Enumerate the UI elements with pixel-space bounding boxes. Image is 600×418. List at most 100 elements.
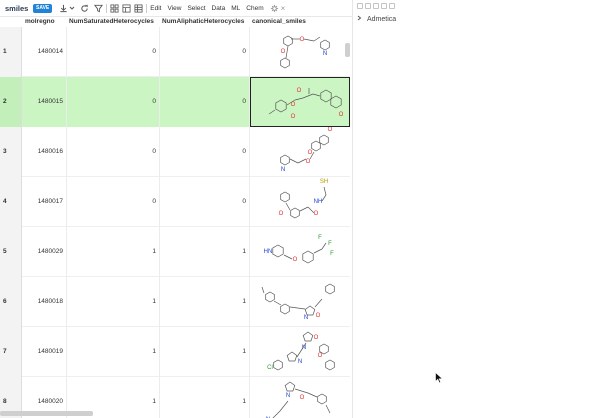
molecule-structure-image: O O NH SH (279, 179, 328, 219)
grid-header: molregno NumSaturatedHeterocycles NumAli… (0, 17, 345, 27)
toolbar-divider (106, 3, 108, 13)
svg-text:SH: SH (320, 179, 328, 185)
table-row[interactable]: 2 1480015 0 0 O O O O (0, 77, 350, 127)
cell-molregno[interactable]: 1480014 (22, 27, 67, 77)
back-icon[interactable] (357, 3, 363, 9)
table-row[interactable]: 8148002011NONO (0, 377, 350, 418)
cell-molregno[interactable]: 1480029 (22, 227, 67, 277)
chevron-right-icon[interactable] (357, 15, 362, 23)
cell-molregno[interactable]: 1480017 (22, 177, 67, 227)
menu-ml[interactable]: ML (231, 4, 241, 12)
cell-molregno[interactable]: 1480020 (22, 377, 67, 418)
vertical-scrollbar[interactable] (345, 43, 350, 57)
forward-icon[interactable] (365, 3, 371, 9)
cell-num-aliphatic-heterocycles[interactable]: 0 (160, 77, 250, 127)
mouse-cursor-icon (435, 372, 443, 384)
row-number[interactable]: 4 (0, 177, 22, 227)
row-number[interactable]: 7 (0, 327, 22, 377)
column-header-saturated-heterocycles[interactable]: NumSaturatedHeterocycles (69, 18, 154, 25)
save-button[interactable]: SAVE (33, 3, 53, 13)
svg-text:F: F (328, 241, 332, 247)
svg-text:O: O (279, 211, 284, 217)
cell-molregno[interactable]: 1480019 (22, 327, 67, 377)
svg-text:O: O (297, 88, 302, 94)
cell-num-aliphatic-heterocycles[interactable]: 1 (160, 327, 250, 377)
filter-icon[interactable] (94, 2, 104, 14)
cell-num-saturated-heterocycles[interactable]: 0 (67, 77, 160, 127)
cell-num-saturated-heterocycles[interactable]: 1 (67, 277, 160, 327)
copy-icon[interactable] (373, 3, 379, 9)
cell-canonical-smiles[interactable]: Cl N N O O (250, 327, 350, 377)
row-number[interactable]: 6 (0, 277, 22, 327)
cell-canonical-smiles[interactable]: O O NH SH (250, 177, 350, 227)
svg-text:O: O (314, 211, 319, 217)
table-title: smiles (5, 3, 29, 13)
cell-num-saturated-heterocycles[interactable]: 0 (67, 177, 160, 227)
cell-canonical-smiles[interactable]: O N O (250, 27, 350, 77)
cell-molregno[interactable]: 1480018 (22, 277, 67, 327)
molecule-structure-image: NONO (266, 381, 331, 418)
svg-text:N: N (298, 359, 302, 365)
table-row[interactable]: 4 1480017 0 0 O O NH SH (0, 177, 350, 227)
row-number[interactable]: 1 (0, 27, 22, 77)
cell-num-saturated-heterocycles[interactable]: 0 (67, 27, 160, 77)
cell-num-aliphatic-heterocycles[interactable]: 1 (160, 277, 250, 327)
menu-view[interactable]: View (167, 4, 182, 12)
cell-canonical-smiles[interactable]: NONO (250, 377, 350, 418)
cell-num-saturated-heterocycles[interactable]: 1 (67, 227, 160, 277)
cell-molregno[interactable]: 1480015 (22, 77, 67, 127)
grid-icon[interactable] (110, 2, 119, 14)
tree-item-admetica[interactable]: Admetica (357, 15, 396, 23)
row-number[interactable]: 8 (0, 377, 22, 418)
cell-num-aliphatic-heterocycles[interactable]: 1 (160, 377, 250, 418)
molecule-structure-image: Cl N N O O (267, 331, 335, 371)
download-icon[interactable] (59, 2, 68, 14)
column-header-canonical-smiles[interactable]: canonical_smiles (252, 18, 306, 25)
pin-icon[interactable] (381, 3, 387, 9)
table-row[interactable]: 1 1480014 0 0 O N O (0, 27, 350, 77)
table-icon[interactable] (134, 2, 143, 14)
cell-num-aliphatic-heterocycles[interactable]: 0 (160, 127, 250, 177)
layout-icon[interactable] (122, 2, 131, 14)
svg-text:O: O (293, 257, 298, 263)
cell-num-aliphatic-heterocycles[interactable]: 1 (160, 227, 250, 277)
svg-text:HN: HN (264, 249, 273, 255)
settings-icon[interactable] (270, 2, 279, 14)
refresh-icon[interactable] (80, 2, 89, 14)
toolbar: smiles SAVE Edit View Select Data ML Che… (0, 0, 352, 17)
menu-data[interactable]: Data (211, 4, 226, 12)
cell-num-aliphatic-heterocycles[interactable]: 0 (160, 27, 250, 77)
table-row[interactable]: 3 1480016 0 0 N O O O (0, 127, 350, 177)
cell-canonical-smiles[interactable]: HN O F F F (250, 227, 350, 277)
cell-num-saturated-heterocycles[interactable]: 1 (67, 327, 160, 377)
menu-select[interactable]: Select (187, 4, 206, 12)
row-number[interactable]: 2 (0, 77, 22, 127)
cell-num-saturated-heterocycles[interactable]: 0 (67, 127, 160, 177)
svg-text:O: O (291, 102, 296, 108)
row-number[interactable]: 5 (0, 227, 22, 277)
horizontal-scrollbar[interactable] (0, 411, 93, 416)
column-header-aliphatic-heterocycles[interactable]: NumAliphaticHeterocycles (162, 18, 245, 25)
column-header-molregno[interactable]: molregno (25, 18, 55, 25)
close-icon[interactable]: × (280, 3, 286, 13)
menu-edit[interactable]: Edit (150, 4, 162, 12)
cell-num-aliphatic-heterocycles[interactable]: 0 (160, 177, 250, 227)
table-row[interactable]: 6 1480018 1 1 N O (0, 277, 350, 327)
chevron-down-icon[interactable] (69, 2, 75, 14)
row-number[interactable]: 3 (0, 127, 22, 177)
table-row[interactable]: 7 1480019 1 1 Cl N N O O (0, 327, 350, 377)
cell-molregno[interactable]: 1480016 (22, 127, 67, 177)
cell-num-saturated-heterocycles[interactable]: 1 (67, 377, 160, 418)
table-row[interactable]: 5 1480029 1 1 HN O F F F (0, 227, 350, 277)
svg-text:O: O (281, 49, 286, 55)
svg-text:O: O (318, 353, 323, 359)
panel-close-icon[interactable] (389, 3, 395, 9)
menu-chem[interactable]: Chem (246, 4, 264, 12)
